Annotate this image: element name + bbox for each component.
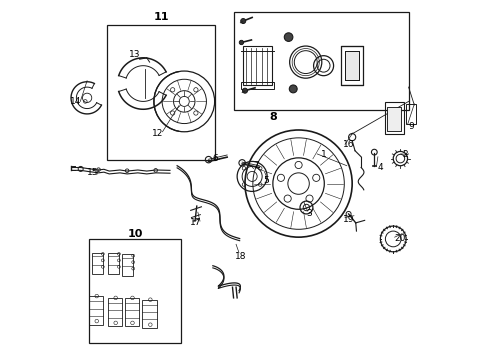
Text: 19: 19	[343, 215, 354, 224]
Text: 10: 10	[127, 229, 143, 239]
Text: 12: 12	[152, 129, 163, 138]
Bar	[242, 82, 273, 89]
Text: 18: 18	[235, 252, 246, 261]
Circle shape	[289, 85, 297, 93]
Text: 13: 13	[128, 50, 140, 59]
Text: 9: 9	[408, 122, 414, 131]
Bar	[108, 252, 119, 274]
Bar	[122, 254, 133, 276]
Bar	[89, 239, 181, 342]
Text: 2: 2	[402, 150, 408, 159]
Bar	[108, 298, 122, 327]
Text: 3: 3	[306, 210, 312, 219]
Bar	[345, 51, 359, 80]
Bar	[234, 12, 409, 111]
Bar	[92, 252, 103, 274]
Bar	[345, 51, 359, 80]
Circle shape	[284, 33, 293, 41]
Bar	[143, 300, 157, 328]
Text: 5: 5	[263, 176, 269, 185]
Circle shape	[241, 18, 245, 23]
Text: 4: 4	[378, 163, 384, 172]
Bar	[89, 296, 103, 325]
Text: 7: 7	[253, 161, 259, 170]
Circle shape	[239, 40, 244, 45]
Text: 16: 16	[343, 140, 354, 149]
Text: 11: 11	[153, 13, 169, 22]
Bar	[385, 102, 404, 134]
Bar	[243, 46, 272, 85]
Bar	[124, 298, 139, 327]
Text: 20: 20	[395, 234, 406, 243]
Text: 6: 6	[213, 154, 219, 163]
Bar	[107, 24, 215, 160]
Bar	[387, 108, 401, 131]
Text: 15: 15	[87, 168, 99, 177]
Text: 17: 17	[190, 219, 201, 228]
Text: 14: 14	[70, 97, 81, 106]
Text: 8: 8	[270, 112, 277, 122]
Bar	[406, 104, 416, 123]
Circle shape	[243, 88, 247, 93]
Text: 1: 1	[321, 150, 326, 159]
Bar	[342, 46, 363, 85]
Bar	[387, 108, 401, 131]
